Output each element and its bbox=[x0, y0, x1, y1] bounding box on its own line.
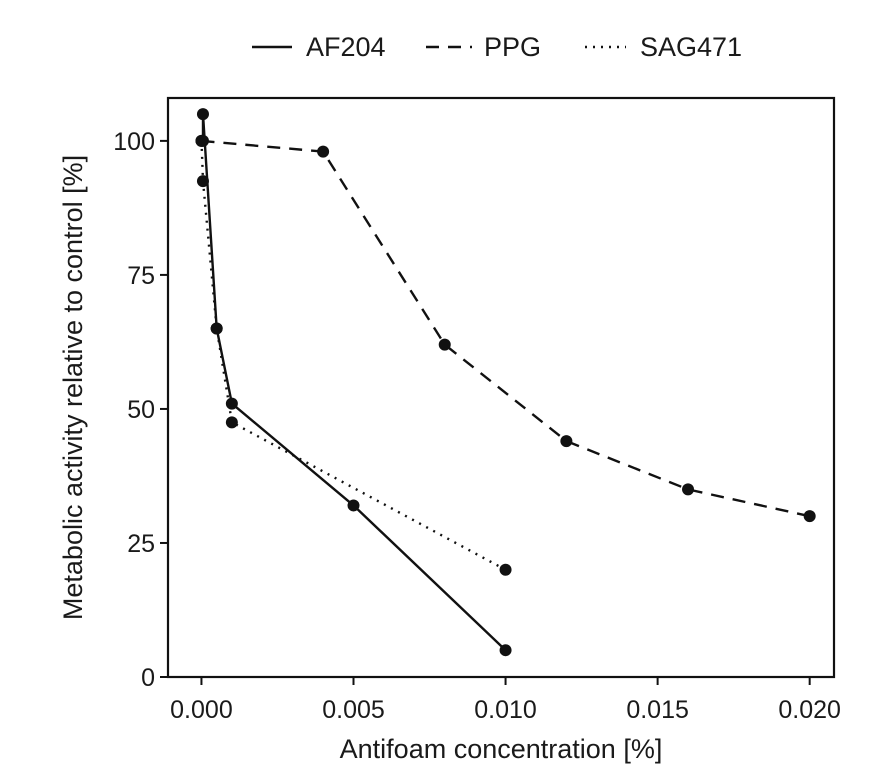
x-axis: 0.000 0.005 0.010 0.015 0.020 bbox=[170, 677, 841, 724]
data-point-af204 bbox=[196, 108, 209, 121]
plot-frame bbox=[166, 96, 836, 679]
y-tick-label: 75 bbox=[127, 262, 155, 290]
y-tick-label: 0 bbox=[141, 664, 155, 692]
x-tick-label: 0.000 bbox=[170, 696, 233, 724]
data-point-ppg bbox=[803, 510, 816, 523]
data-point-ppg bbox=[560, 435, 573, 448]
legend: AF204 PPG SAG471 bbox=[252, 32, 742, 62]
y-axis: 0 25 50 75 100 bbox=[113, 128, 168, 692]
legend-label-ppg: PPG bbox=[484, 32, 541, 62]
x-tick-label: 0.020 bbox=[778, 696, 841, 724]
x-tick-label: 0.015 bbox=[626, 696, 689, 724]
data-point-ppg bbox=[438, 338, 451, 351]
data-point-sag471 bbox=[210, 322, 223, 335]
data-point-ppg bbox=[317, 145, 330, 158]
x-axis-title: Antifoam concentration [%] bbox=[340, 734, 663, 764]
data-point-sag471 bbox=[196, 175, 209, 188]
data-point-sag471 bbox=[225, 416, 238, 429]
y-tick-label: 50 bbox=[127, 396, 155, 424]
series-layer bbox=[195, 108, 816, 657]
data-point-sag471 bbox=[195, 134, 208, 147]
series-line-ppg bbox=[201, 139, 810, 518]
data-point-af204 bbox=[499, 644, 512, 657]
data-point-ppg bbox=[682, 483, 695, 496]
legend-label-af204: AF204 bbox=[306, 32, 386, 62]
y-axis-title: Metabolic activity relative to control [… bbox=[58, 155, 88, 620]
series-line-af204 bbox=[201, 112, 507, 652]
y-tick-label: 25 bbox=[127, 530, 155, 558]
y-tick-label: 100 bbox=[113, 128, 155, 156]
x-tick-label: 0.010 bbox=[474, 696, 537, 724]
x-tick-label: 0.005 bbox=[322, 696, 385, 724]
data-point-af204 bbox=[347, 499, 360, 512]
legend-label-sag471: SAG471 bbox=[640, 32, 742, 62]
data-point-af204 bbox=[225, 397, 238, 410]
data-point-sag471 bbox=[499, 563, 512, 576]
